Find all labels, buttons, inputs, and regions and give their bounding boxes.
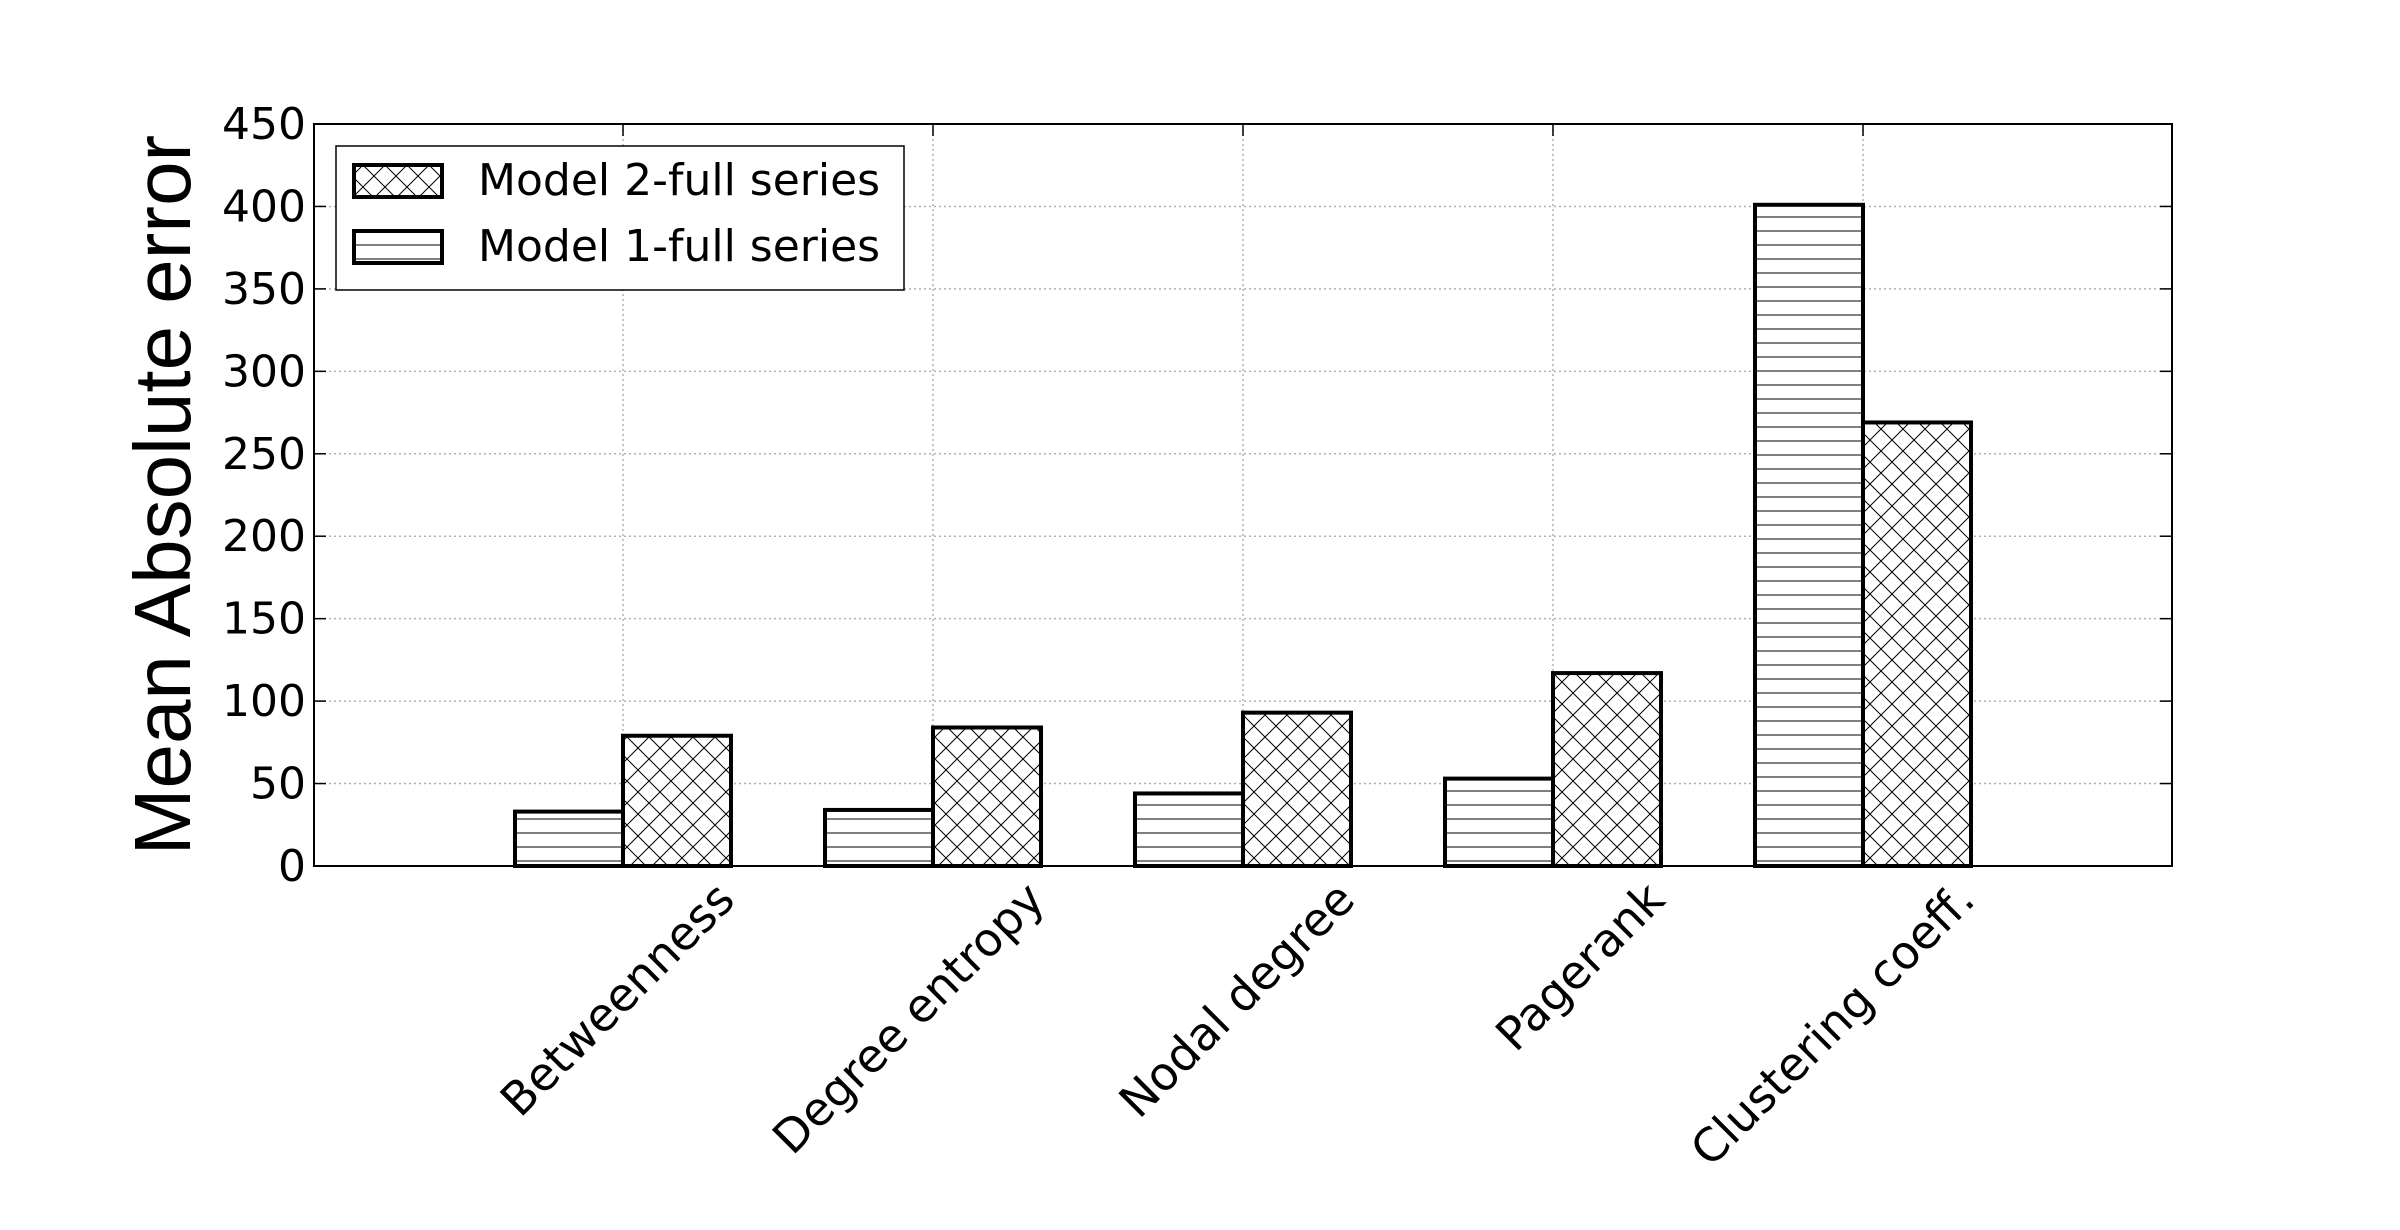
y-tick-label: 150	[222, 594, 306, 645]
y-tick-label: 450	[222, 99, 306, 150]
x-tick-labels: Betweenness Degree entropy Nodal degree Pag…	[490, 871, 1985, 1176]
bar	[1753, 202, 1865, 869]
x-tick-label: Pagerank	[1485, 871, 1675, 1061]
y-axis-label: Mean Absolute error	[118, 135, 207, 855]
x-tick-label: Degree entropy	[762, 872, 1055, 1165]
legend: Model 2-full series Model 1-full series	[335, 145, 905, 291]
bar	[621, 733, 733, 869]
bar	[1133, 791, 1245, 869]
y-tick-label: 50	[250, 759, 306, 810]
bar	[1861, 420, 1973, 868]
x-tick-label: Clustering coeff.	[1680, 872, 1985, 1177]
bar	[1551, 671, 1663, 869]
y-tick-label: 0	[278, 841, 306, 892]
legend-swatch	[352, 229, 444, 265]
y-tick-label: 400	[222, 181, 306, 232]
y-tick-labels: 0 50 100 150 200 250 300 350 400 450	[222, 99, 306, 892]
y-tick-label: 250	[222, 429, 306, 480]
y-tick-label: 300	[222, 346, 306, 397]
y-tick-label: 350	[222, 264, 306, 315]
y-tick-label: 200	[222, 511, 306, 562]
bar	[513, 809, 625, 869]
bar	[931, 725, 1043, 869]
bar	[1443, 776, 1555, 868]
axis-ticks	[314, 123, 2172, 867]
legend-label: Model 2-full series	[478, 155, 880, 206]
bars	[513, 202, 1973, 869]
y-tick-label: 100	[222, 676, 306, 727]
legend-label: Model 1-full series	[478, 221, 880, 272]
x-tick-label: Nodal degree	[1108, 872, 1364, 1128]
bar	[823, 807, 935, 869]
bar	[1241, 710, 1353, 868]
legend-swatch	[352, 163, 444, 199]
x-tick-label: Betweenness	[490, 872, 745, 1127]
